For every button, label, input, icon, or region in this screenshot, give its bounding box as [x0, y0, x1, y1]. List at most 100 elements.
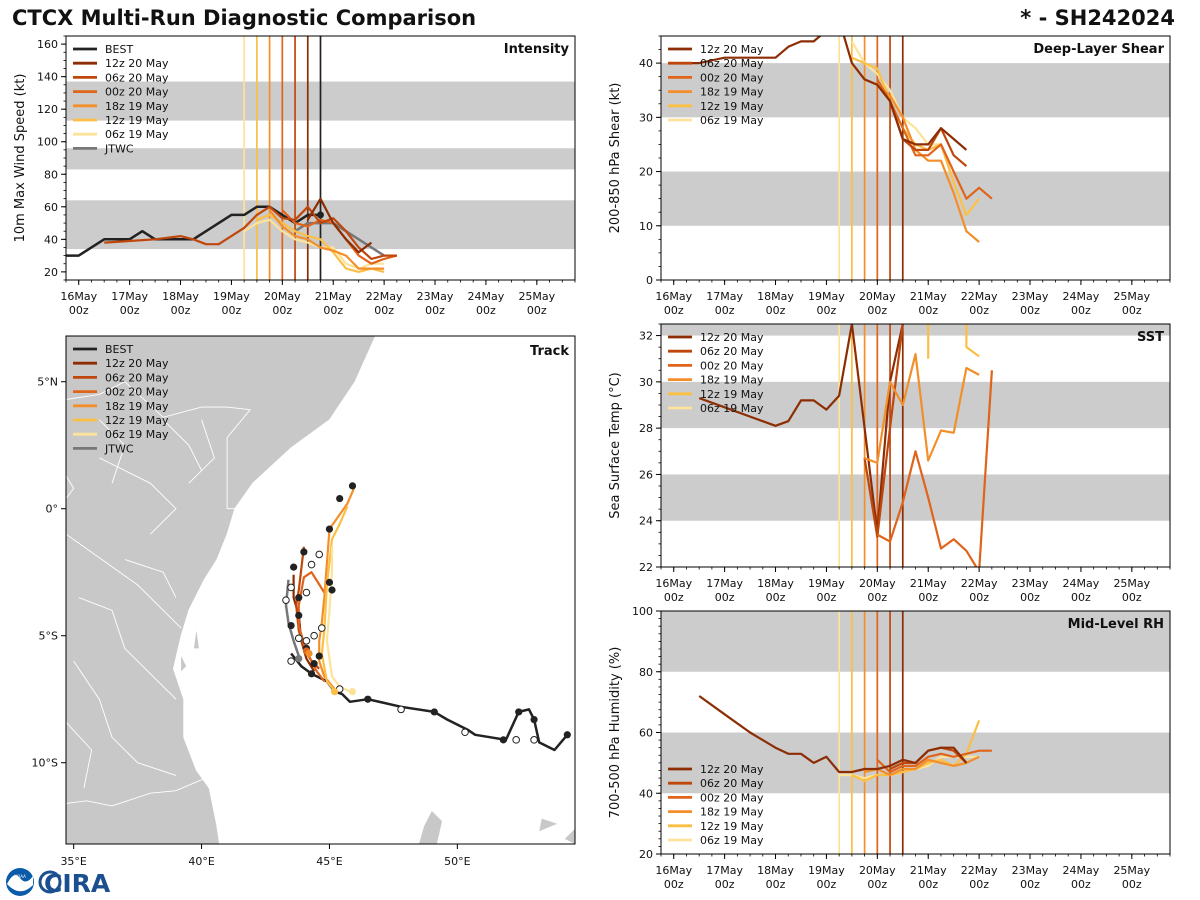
x-tick-label: 16May — [655, 577, 692, 590]
x-tick-label: 20May — [859, 864, 896, 877]
legend-label-18z-19-may: 18z 19 May — [105, 100, 169, 113]
track-position-marker — [364, 695, 372, 703]
y-axis-label: Sea Surface Temp (°C) — [608, 372, 623, 519]
x-tick-label: 00z — [222, 304, 242, 317]
x-tick-label: 00z — [867, 304, 887, 317]
y-tick-label: 60 — [44, 201, 58, 214]
map-area — [66, 336, 575, 844]
y-axis-label: 10m Max Wind Speed (kt) — [13, 74, 28, 243]
y-tick-label: 5°N — [37, 376, 58, 389]
country-border — [66, 721, 93, 789]
x-tick-label: 00z — [969, 878, 989, 891]
legend-label-18z-19-may: 18z 19 May — [105, 400, 169, 413]
x-tick-label: 00z — [969, 591, 989, 604]
x-tick-label: 00z — [664, 878, 684, 891]
x-tick-label: 00z — [1122, 878, 1142, 891]
series-line-12z-20-may — [698, 324, 904, 534]
legend-label-best: BEST — [105, 43, 133, 56]
x-tick-label: 00z — [817, 878, 837, 891]
y-tick-label: 10°S — [32, 757, 58, 770]
x-tick-label: 00z — [715, 878, 735, 891]
x-tick-label: 23May — [417, 290, 454, 303]
series-line-00z-20-may — [876, 78, 993, 200]
x-tick-label: 00z — [766, 304, 786, 317]
track-position-marker — [499, 736, 507, 744]
x-tick-label: 00z — [1122, 304, 1142, 317]
shaded-band — [661, 474, 1170, 521]
track-position-marker — [461, 728, 469, 737]
x-tick-label: 18May — [757, 290, 794, 303]
x-tick-label: 50°E — [444, 855, 470, 868]
track-position-marker — [305, 649, 313, 658]
series-line-06z-20-may — [104, 205, 397, 260]
panel-title: Deep-Layer Shear — [1033, 42, 1164, 57]
y-tick-label: 100 — [632, 605, 653, 618]
x-tick-label: 22May — [961, 577, 998, 590]
country-border — [66, 475, 75, 499]
y-tick-label: 20 — [44, 266, 58, 279]
x-tick-label: 00z — [664, 591, 684, 604]
x-tick-label: 00z — [1020, 878, 1040, 891]
legend-label-12z-19-may: 12z 19 May — [700, 100, 764, 113]
y-tick-label: 40 — [639, 57, 653, 70]
legend-label-12z-20-may: 12z 20 May — [700, 763, 764, 776]
x-tick-label: 24May — [1063, 290, 1100, 303]
x-tick-label: 21May — [910, 290, 947, 303]
series-point-best — [317, 211, 324, 219]
legend-label-jtwc: JTWC — [104, 442, 134, 455]
chart-intensity: 2040608010012014016016May00z17May00z18Ma… — [13, 35, 576, 317]
island — [419, 811, 442, 844]
x-tick-label: 00z — [1071, 304, 1091, 317]
plot-area — [66, 36, 575, 280]
x-tick-label: 00z — [476, 304, 496, 317]
country-border — [162, 419, 203, 471]
country-border — [78, 597, 177, 700]
legend-label-00z-20-may: 00z 20 May — [700, 359, 764, 372]
legend-label-00z-20-may: 00z 20 May — [700, 791, 764, 804]
legend-label-06z-20-may: 06z 20 May — [700, 345, 764, 358]
x-tick-label: 00z — [171, 304, 191, 317]
series-line-12z-20-may — [306, 197, 373, 254]
x-tick-label: 40°E — [188, 855, 214, 868]
x-tick-label: 16May — [655, 290, 692, 303]
x-tick-label: 00z — [867, 878, 887, 891]
shaded-band — [661, 171, 1170, 226]
x-tick-label: 00z — [817, 304, 837, 317]
panel-title: SST — [1137, 330, 1164, 345]
track-position-marker — [295, 654, 303, 663]
x-tick-label: 00z — [1122, 591, 1142, 604]
x-tick-label: 17May — [706, 864, 743, 877]
series-line-12z-20-may — [673, 36, 968, 151]
legend-label-06z-20-may: 06z 20 May — [105, 371, 169, 384]
legend-label-06z-19-may: 06z 19 May — [105, 428, 169, 441]
legend-label-12z-20-may: 12z 20 May — [105, 57, 169, 70]
x-tick-label: 00z — [918, 591, 938, 604]
shaded-band — [661, 611, 1170, 672]
y-tick-label: 5°S — [39, 630, 58, 643]
track-position-marker — [430, 708, 438, 716]
x-tick-label: 20May — [859, 577, 896, 590]
x-tick-label: 00z — [527, 304, 547, 317]
track-position-marker — [307, 560, 316, 569]
legend-label-06z-20-may: 06z 20 May — [105, 71, 169, 84]
track-position-marker — [290, 563, 298, 571]
track-position-marker — [287, 621, 295, 630]
series-line-jtwc — [294, 221, 385, 257]
track-position-marker — [315, 652, 323, 660]
storm-id: * - SH242024 — [1020, 6, 1175, 30]
y-tick-label: 22 — [639, 561, 653, 574]
x-tick-label: 23May — [1012, 290, 1049, 303]
y-tick-label: 20 — [639, 166, 653, 179]
y-tick-label: 80 — [639, 666, 653, 679]
noaa-gull-icon — [7, 875, 33, 892]
x-tick-label: 00z — [715, 591, 735, 604]
track-position-marker — [302, 637, 311, 645]
x-tick-label: 19May — [808, 290, 845, 303]
x-tick-label: 00z — [120, 304, 140, 317]
x-tick-label: 21May — [910, 864, 947, 877]
x-tick-label: 00z — [374, 304, 394, 317]
track-position-marker — [302, 588, 311, 597]
x-tick-label: 19May — [808, 864, 845, 877]
x-tick-label: 00z — [918, 878, 938, 891]
